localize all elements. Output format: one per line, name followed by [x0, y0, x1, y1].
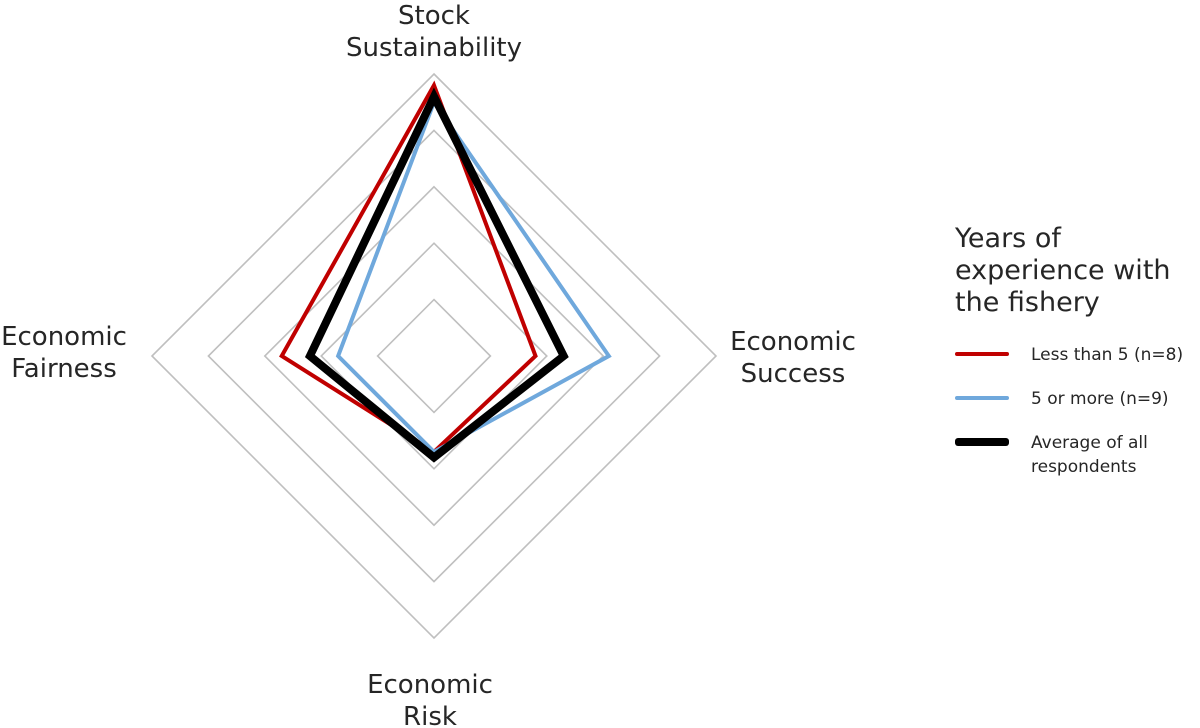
series-line-average-of-all-respondents — [304, 87, 569, 463]
grid-ring-4 — [207, 129, 661, 583]
axis-labels: Stock Sustainability Economic Success Econom… — [1, 1, 856, 728]
grid-ring-5 — [150, 72, 718, 640]
legend-title: Years of experience with the fishery — [955, 223, 1171, 318]
legend-item-average: Average of all respondents — [955, 433, 1195, 479]
axis-label-economic-fairness: Economic Fairness — [1, 322, 127, 384]
legend-swatch-average — [955, 438, 1009, 446]
series-line-5-or-more-n-9 — [335, 97, 612, 455]
legend-label-less-than-5: Less than 5 (n=8) — [1031, 345, 1184, 365]
legend: Years of experience with the fishery Les… — [955, 223, 1195, 501]
grid-ring-3 — [263, 185, 605, 527]
grid-rings — [150, 72, 718, 640]
grid-ring-2 — [320, 242, 548, 470]
axis-label-economic-risk: Economic Risk — [367, 670, 493, 728]
legend-item-5-or-more: 5 or more (n=9) — [955, 389, 1195, 411]
legend-swatch-5-or-more — [955, 396, 1009, 400]
axis-label-economic-success: Economic Success — [730, 327, 856, 389]
legend-item-less-than-5: Less than 5 (n=8) — [955, 345, 1195, 367]
grid-ring-1 — [376, 298, 492, 414]
legend-label-5-or-more: 5 or more (n=9) — [1031, 389, 1169, 409]
legend-label-average: Average of all respondents — [1031, 433, 1148, 477]
series-lines — [279, 80, 612, 463]
axis-label-stock-sustainability: Stock Sustainability — [346, 1, 522, 63]
legend-swatch-less-than-5 — [955, 352, 1009, 356]
